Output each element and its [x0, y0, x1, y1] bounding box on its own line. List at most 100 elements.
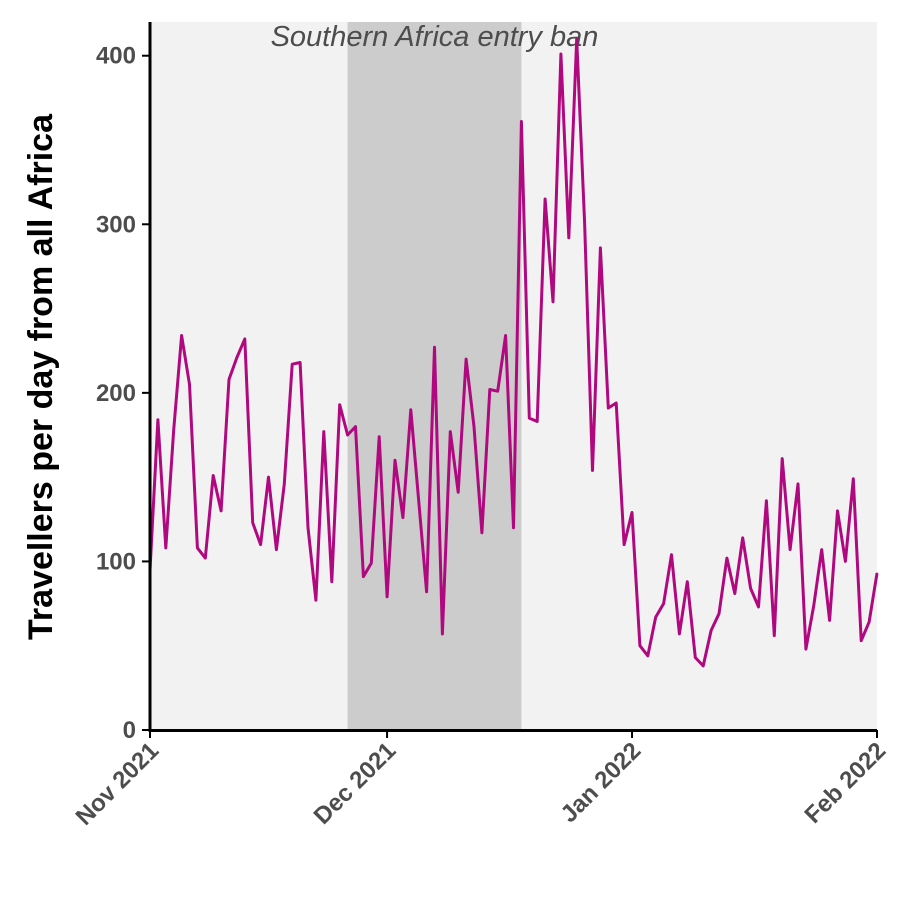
- data-point: [631, 511, 633, 514]
- y-tick-label: 400: [96, 43, 136, 70]
- y-tick-label: 0: [123, 717, 136, 744]
- y-axis-ticks: 0 100 200 300 400: [96, 43, 150, 744]
- data-point: [402, 516, 404, 519]
- data-point: [473, 425, 475, 428]
- data-point: [678, 633, 681, 635]
- y-tick-label: 100: [96, 548, 136, 575]
- data-point: [694, 656, 697, 659]
- data-point: [354, 425, 357, 428]
- data-point: [323, 430, 325, 433]
- data-point: [220, 510, 222, 512]
- data-point: [844, 560, 847, 563]
- data-point: [615, 402, 617, 404]
- data-point: [244, 338, 246, 340]
- data-point: [575, 38, 578, 40]
- data-point: [236, 356, 238, 359]
- data-point: [876, 572, 878, 574]
- data-point: [433, 346, 436, 349]
- data-point: [283, 483, 286, 485]
- data-point: [734, 592, 736, 595]
- data-point: [599, 247, 602, 249]
- data-point: [165, 547, 167, 549]
- data-point: [781, 457, 783, 460]
- data-point: [852, 478, 855, 480]
- data-point: [457, 491, 460, 494]
- data-point: [275, 548, 278, 551]
- data-point: [813, 604, 815, 607]
- data-point: [805, 648, 807, 650]
- data-point: [552, 301, 554, 303]
- data-point: [718, 612, 720, 615]
- x-tick-label: Nov 2021: [71, 737, 165, 831]
- entry-ban-annotation: Southern Africa entry ban: [271, 21, 599, 53]
- data-point: [299, 361, 301, 364]
- data-point: [267, 476, 270, 478]
- data-point: [789, 548, 791, 551]
- data-point: [251, 521, 254, 524]
- y-tick-label: 200: [96, 380, 136, 407]
- data-point: [868, 621, 870, 623]
- x-tick-label: Dec 2021: [309, 737, 402, 830]
- data-point: [528, 417, 531, 419]
- data-point: [765, 499, 768, 502]
- data-point: [410, 408, 412, 411]
- data-point: [639, 644, 641, 647]
- data-point: [647, 655, 649, 657]
- data-point: [378, 435, 381, 438]
- data-point: [370, 562, 373, 564]
- data-point: [496, 390, 499, 393]
- data-point: [836, 510, 839, 512]
- data-point: [560, 53, 562, 55]
- data-point: [307, 526, 309, 529]
- data-point: [749, 587, 752, 590]
- data-point: [757, 606, 760, 608]
- data-point: [828, 619, 831, 622]
- data-point: [259, 543, 262, 546]
- data-point: [654, 616, 657, 618]
- data-point: [386, 596, 388, 598]
- data-point: [710, 629, 712, 632]
- data-point: [204, 557, 207, 559]
- data-point: [544, 198, 546, 200]
- data-point: [670, 553, 673, 556]
- data-point: [331, 580, 333, 583]
- data-point: [623, 543, 625, 546]
- data-point: [583, 221, 586, 224]
- data-point: [157, 419, 159, 421]
- data-point: [338, 403, 341, 406]
- y-axis-title: Travellers per day from all Africa: [22, 113, 60, 640]
- data-point: [346, 434, 349, 436]
- data-point: [449, 430, 452, 433]
- data-point: [228, 378, 230, 381]
- data-point: [172, 429, 175, 431]
- data-point: [417, 499, 420, 502]
- data-point: [568, 237, 570, 239]
- data-point: [441, 633, 444, 635]
- x-tick-label: Jan 2022: [555, 737, 646, 828]
- data-point: [362, 575, 365, 578]
- data-point: [773, 634, 776, 637]
- data-point: [520, 120, 523, 123]
- data-point: [394, 459, 396, 462]
- data-point: [212, 474, 214, 477]
- data-point: [481, 532, 483, 534]
- data-point: [425, 591, 428, 593]
- data-point: [702, 665, 704, 667]
- x-tick-label: Feb 2022: [800, 737, 892, 829]
- data-point: [180, 334, 183, 337]
- data-point: [196, 547, 199, 549]
- data-point: [512, 526, 515, 529]
- data-point: [591, 469, 594, 472]
- data-point: [465, 358, 467, 360]
- data-point: [726, 557, 728, 559]
- data-point: [536, 420, 538, 423]
- data-point: [607, 407, 610, 409]
- y-tick-label: 300: [96, 211, 136, 238]
- data-point: [315, 599, 317, 601]
- data-point: [489, 388, 491, 391]
- data-point: [291, 363, 294, 366]
- data-point: [797, 483, 799, 485]
- series-layer: [148, 37, 879, 668]
- data-point: [686, 580, 689, 583]
